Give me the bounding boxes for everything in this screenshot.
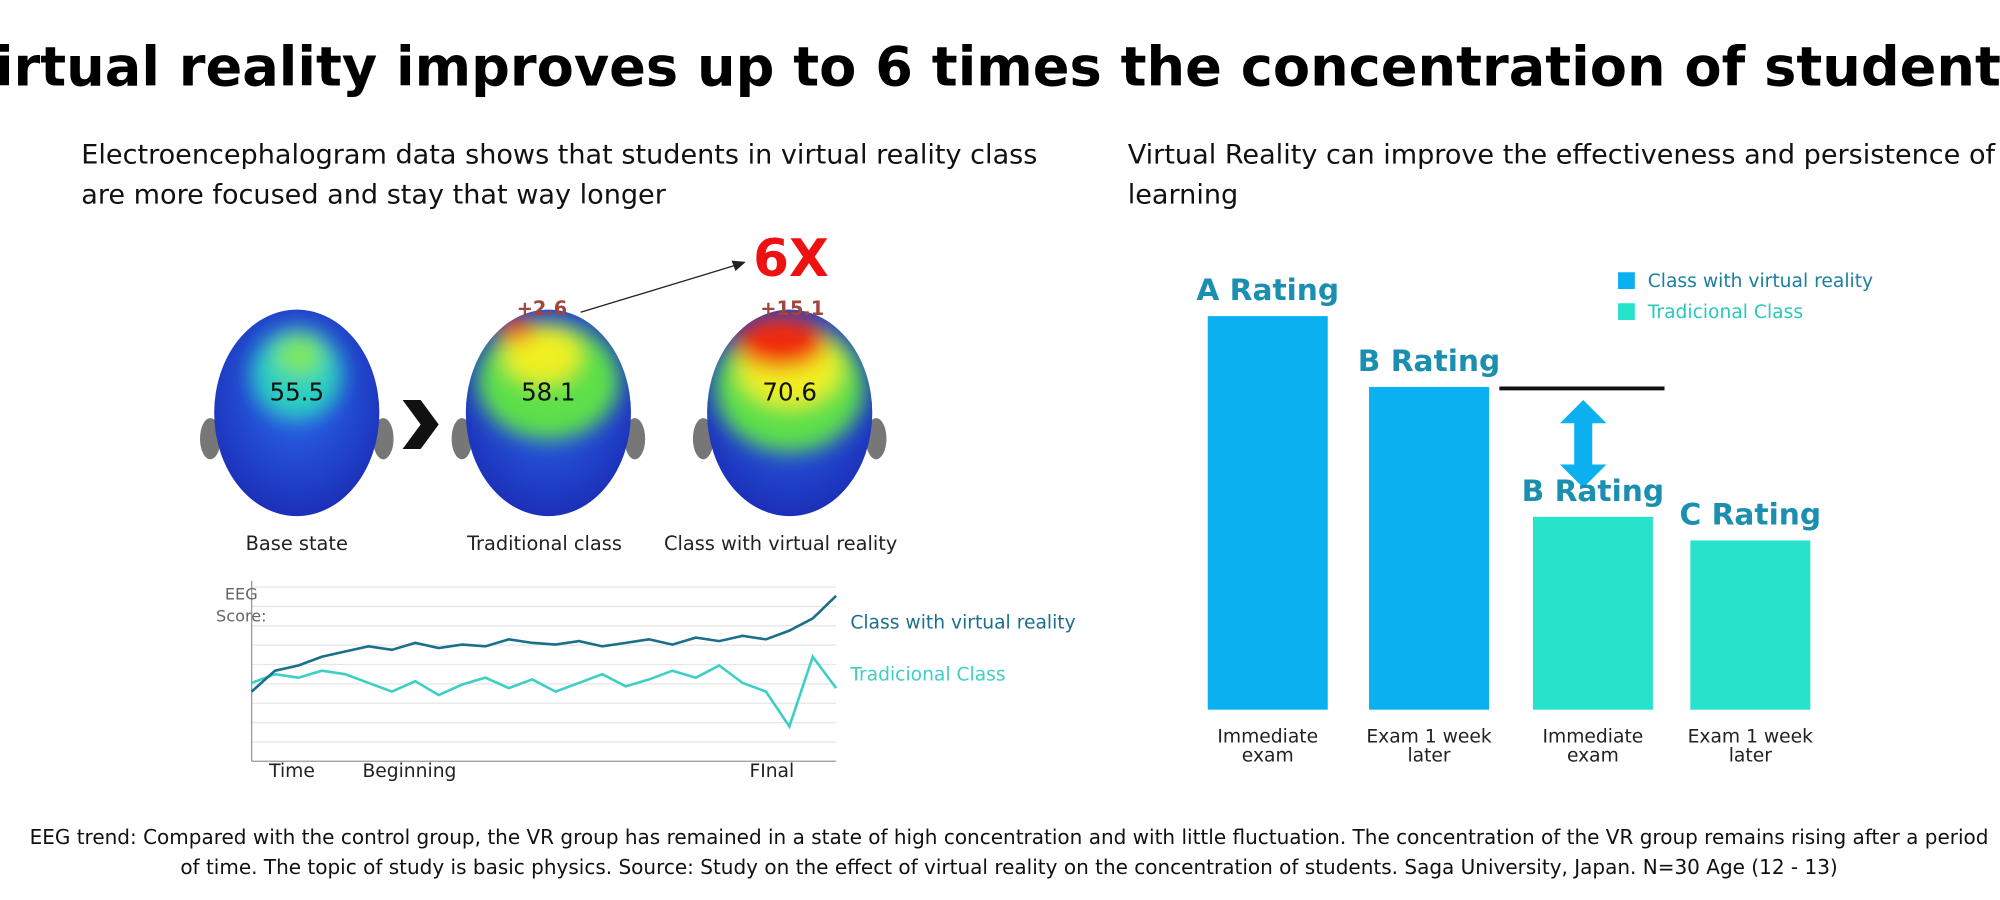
gain: +15.1: [760, 297, 824, 320]
x-tick-label: exam: [1242, 746, 1294, 767]
head-score: 55.5: [269, 378, 324, 407]
legend-label: Class with virtual reality: [1648, 271, 1873, 292]
x-tick-label: Immediate: [1217, 726, 1318, 747]
head: [200, 309, 394, 517]
x-tick-label: Exam 1 week: [1366, 726, 1492, 747]
multiplier: 6X: [753, 229, 829, 289]
bar-label: C Rating: [1680, 496, 1822, 531]
x-tick-label: later: [1729, 746, 1772, 767]
gain: +2.6: [517, 297, 567, 320]
legend-swatch: [1618, 272, 1635, 290]
y-axis-label: EEG: [225, 584, 258, 603]
legend-swatch: [1618, 303, 1635, 320]
bar-label: B Rating: [1522, 473, 1664, 508]
left-subtitle: Electroencephalogram data shows that stu…: [81, 140, 1037, 171]
bar: [1207, 316, 1328, 710]
right-subtitle: learning: [1128, 180, 1238, 211]
bar: [1369, 386, 1490, 710]
x-tick-label: exam: [1567, 746, 1619, 767]
head-score: 58.1: [521, 378, 576, 407]
chevron: [402, 400, 439, 450]
arrow: [580, 263, 739, 313]
head-label: Class with virtual reality: [664, 532, 897, 555]
arrow-head: [731, 260, 746, 271]
x-tick-label: FInal: [749, 761, 794, 782]
bar: [1532, 516, 1653, 710]
bar-label: B Rating: [1358, 343, 1500, 378]
head: [451, 309, 646, 517]
left-subtitle: are more focused and stay that way longe…: [81, 180, 666, 211]
footer: of time. The topic of study is basic phy…: [180, 855, 1837, 879]
right-subtitle: Virtual Reality can improve the effectiv…: [1128, 140, 1997, 171]
line: [250, 594, 838, 693]
head-score: 70.6: [762, 378, 817, 407]
line: [251, 654, 838, 730]
double-arrow: [1560, 400, 1607, 488]
head: [692, 309, 887, 517]
bar-label: A Rating: [1196, 272, 1339, 307]
head-label: Traditional class: [466, 532, 622, 555]
title: Virtual reality improves up to 6 times t…: [0, 36, 2000, 99]
head-label: Base state: [246, 532, 348, 555]
x-tick-label: Immediate: [1543, 726, 1644, 747]
x-tick-label: later: [1407, 746, 1450, 767]
x-tick-label: Beginning: [362, 761, 456, 782]
footer: EEG trend: Compared with the control gro…: [30, 825, 1989, 849]
legend-label: Tradicional Class: [849, 664, 1005, 685]
x-tick-label: Exam 1 week: [1688, 726, 1814, 747]
y-axis-label: Score:: [216, 606, 267, 625]
legend-label: Class with virtual reality: [850, 613, 1075, 634]
legend-label: Tradicional Class: [1647, 302, 1803, 323]
bar: [1690, 540, 1811, 710]
x-tick-label: Time: [268, 761, 315, 782]
